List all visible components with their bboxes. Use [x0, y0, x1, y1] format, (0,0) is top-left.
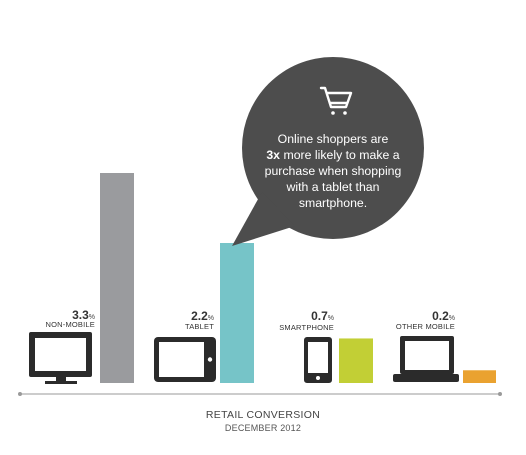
callout-line-1: Online shoppers are — [278, 132, 389, 146]
category-label-smartphone: SMARTPHONE — [279, 323, 334, 332]
bar-tablet — [220, 243, 254, 383]
bars-group — [100, 173, 496, 383]
smartphone-icon — [304, 337, 332, 383]
shopping-cart-icon — [319, 86, 353, 115]
callout-line-5: smartphone. — [299, 196, 367, 210]
category-label-other-mobile: OTHER MOBILE — [396, 322, 455, 331]
baseline-axis — [18, 392, 502, 396]
category-label-tablet: TABLET — [185, 322, 214, 331]
value-label-smartphone: 0.7% — [311, 309, 334, 323]
callout-line-2: 3x more likely to make a — [266, 148, 399, 162]
callout-highlight: 3x — [266, 148, 280, 162]
category-label-non-mobile: NON-MOBILE — [45, 320, 95, 329]
tablet-icon — [154, 337, 216, 382]
value-label-other-mobile: 0.2% — [432, 309, 455, 323]
callout-line-4: with a tablet than — [286, 180, 380, 194]
bar-other-mobile — [463, 370, 496, 383]
laptop-icon — [393, 336, 459, 382]
monitor-icon — [29, 332, 92, 384]
chart-subtitle: DECEMBER 2012 — [225, 423, 301, 433]
chart-title: RETAIL CONVERSION — [206, 409, 320, 421]
value-label-non-mobile: 3.3% — [72, 308, 95, 322]
callout-line-3: purchase when shopping — [265, 164, 402, 178]
bar-smartphone — [339, 338, 373, 383]
callout-line-2-rest: more likely to make a — [280, 148, 400, 162]
bar-non-mobile — [100, 173, 134, 383]
value-label-tablet: 2.2% — [191, 309, 214, 323]
callout-bubble: Online shoppers are 3x more likely to ma… — [232, 57, 424, 246]
labels-group: 3.3%NON-MOBILE 2.2%TABLET 0.7%SMARTPHONE 0.… — [45, 308, 455, 332]
